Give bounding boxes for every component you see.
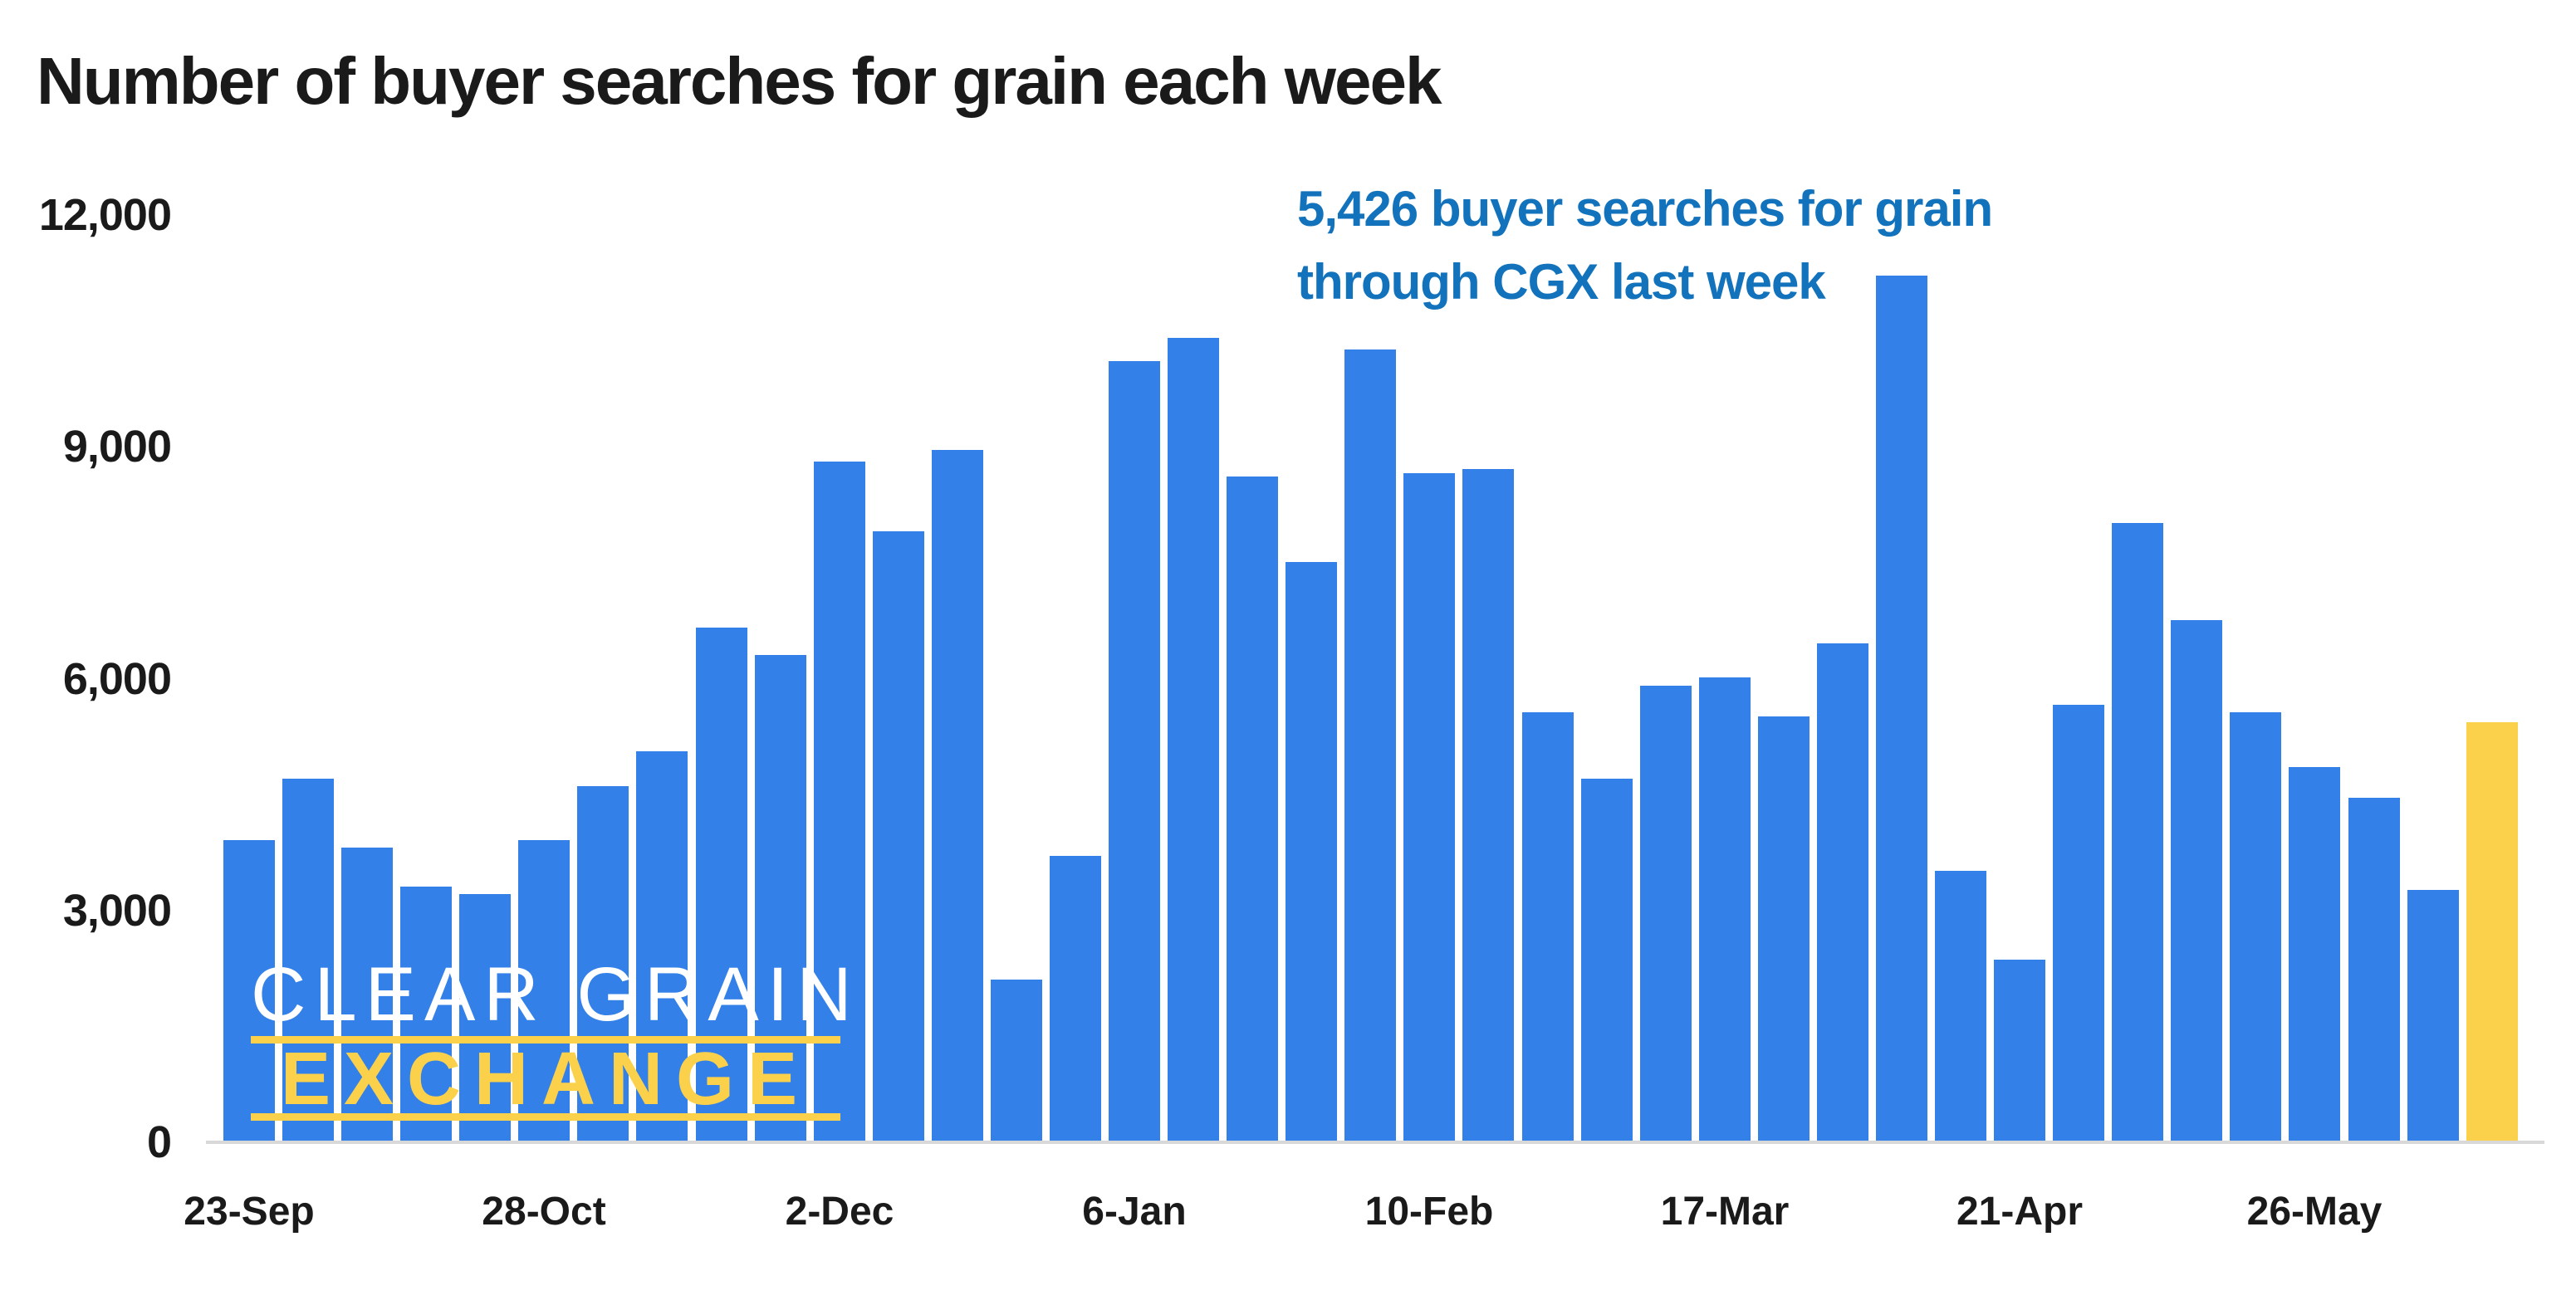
bar (400, 887, 452, 1141)
bar (814, 462, 865, 1141)
bar (459, 894, 511, 1141)
x-axis-label-2-Dec: 2-Dec (785, 1190, 894, 1234)
bar (1168, 338, 1219, 1141)
bar (1462, 469, 1514, 1141)
y-axis-label-9000: 9,000 (62, 422, 172, 472)
bar (2230, 712, 2281, 1141)
bar (1403, 473, 1455, 1141)
bar (223, 840, 275, 1141)
annotation-line1: 5,426 buyer searches for grain (1297, 181, 1993, 237)
y-axis-label-3000: 3,000 (62, 886, 172, 936)
bar (2407, 890, 2459, 1141)
x-axis-baseline (206, 1141, 2544, 1144)
logo-bottom-rule (251, 1113, 840, 1121)
bar (2348, 798, 2400, 1141)
bar (873, 531, 924, 1141)
bar (1344, 349, 1396, 1141)
bar (1109, 361, 1160, 1141)
x-axis-label-6-Jan: 6-Jan (1082, 1190, 1187, 1234)
clear-grain-exchange-logo: CLEAR GRAIN EXCHANGE (251, 952, 860, 1121)
x-axis-label-23-Sep: 23-Sep (184, 1190, 315, 1234)
x-axis-label-28-Oct: 28-Oct (482, 1190, 606, 1234)
bar (1758, 716, 1810, 1141)
logo-text-exchange: EXCHANGE (280, 1038, 811, 1121)
bar (991, 980, 1042, 1141)
annotation-line2: through CGX last week (1297, 254, 1826, 310)
x-axis-label-26-May: 26-May (2246, 1190, 2383, 1234)
logo-exchange-band: EXCHANGE (251, 1036, 840, 1121)
x-axis-label-21-Apr: 21-Apr (1956, 1190, 2084, 1234)
bar (341, 848, 393, 1141)
logo-top-rule (251, 1036, 840, 1044)
bar (2171, 620, 2222, 1141)
bar (1227, 477, 1278, 1141)
bar (1050, 856, 1101, 1141)
bar (1522, 712, 1574, 1141)
y-axis-label-12000: 12,000 (38, 190, 172, 240)
logo-text-clear-grain: CLEAR GRAIN (251, 952, 860, 1037)
y-axis-label-0: 0 (146, 1117, 172, 1167)
bar (1876, 276, 1927, 1141)
bar (2289, 767, 2340, 1141)
bar (755, 655, 806, 1141)
bar (1286, 562, 1337, 1141)
bar (2053, 705, 2104, 1141)
annotation-callout: 5,426 buyer searches for grain through C… (1297, 173, 1993, 319)
bar (282, 779, 334, 1141)
bar (696, 628, 747, 1141)
bar (2112, 523, 2163, 1141)
bar (577, 786, 629, 1141)
bar (1581, 779, 1633, 1141)
x-axis-label-10-Feb: 10-Feb (1364, 1190, 1494, 1234)
bar (932, 450, 983, 1141)
bar (1699, 677, 1751, 1141)
y-axis-label-6000: 6,000 (62, 654, 172, 704)
bar (1935, 871, 1986, 1141)
bar (1994, 960, 2045, 1141)
bar (1817, 643, 1868, 1141)
bar (1640, 686, 1692, 1141)
x-axis-label-17-Mar: 17-Mar (1660, 1190, 1790, 1234)
bar-highlighted-last-week (2466, 722, 2518, 1141)
chart-title: Number of buyer searches for grain each … (37, 44, 1442, 118)
bar (518, 840, 570, 1141)
bar (636, 751, 688, 1141)
